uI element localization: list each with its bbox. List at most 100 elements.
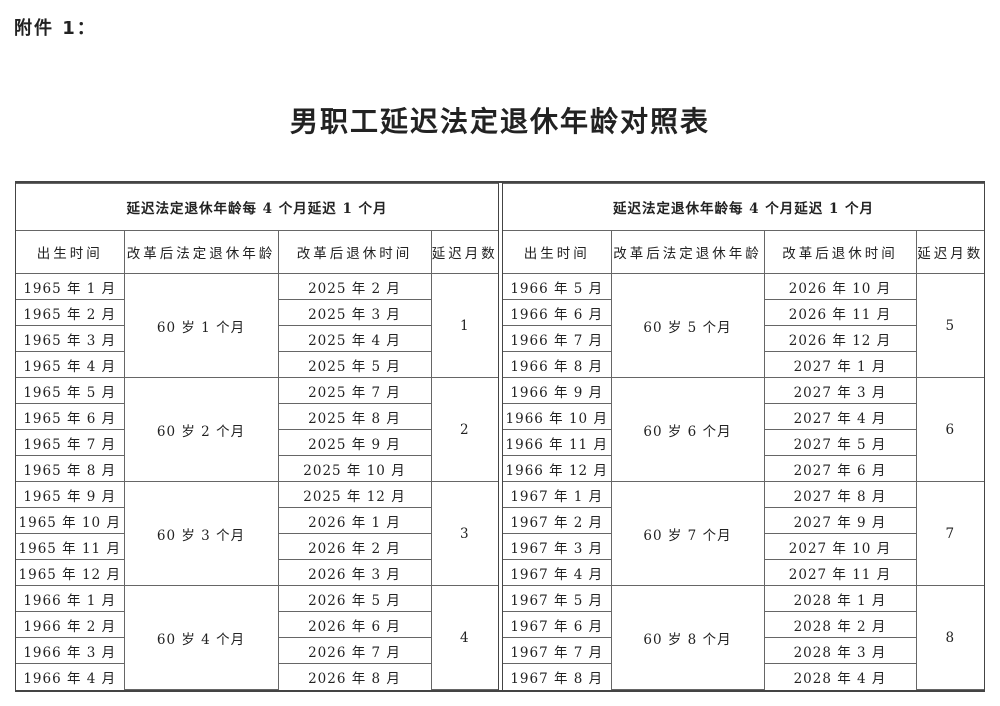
- birth-time: 1966 年 1 月: [16, 585, 125, 613]
- retirement-age: 60 岁 1 个月: [123, 273, 279, 379]
- birth-time: 1967 年 8 月: [503, 663, 612, 690]
- retirement-time: 2027 年 9 月: [763, 507, 916, 535]
- retirement-time: 2027 年 11 月: [763, 559, 916, 587]
- birth-time: 1965 年 12 月: [16, 559, 125, 587]
- birth-time: 1966 年 5 月: [503, 273, 612, 301]
- retirement-time: 2025 年 5 月: [277, 351, 431, 379]
- column-header: 延迟月数: [430, 230, 498, 275]
- column-header: 改革后退休时间: [763, 230, 917, 275]
- birth-time: 1966 年 9 月: [503, 377, 612, 405]
- table-row: 1967 年 2 月 2027 年 9 月: [503, 507, 984, 535]
- retirement-time: 2027 年 4 月: [763, 403, 916, 431]
- birth-time: 1965 年 3 月: [16, 325, 125, 353]
- table-row: 1965 年 10 月 2026 年 1 月: [16, 507, 498, 535]
- retirement-age: 60 岁 6 个月: [610, 377, 765, 483]
- delay-months: 6: [915, 377, 984, 483]
- table-row: 1965 年 7 月 2025 年 9 月: [16, 429, 498, 457]
- retirement-time: 2027 年 10 月: [763, 533, 916, 561]
- birth-time: 1966 年 7 月: [503, 325, 612, 353]
- table-row: 1965 年 8 月 2025 年 10 月: [16, 455, 498, 483]
- birth-time: 1967 年 4 月: [503, 559, 612, 587]
- table-row: 1967 年 6 月 2028 年 2 月: [503, 611, 984, 639]
- retirement-age: 60 岁 8 个月: [610, 585, 765, 690]
- retirement-time: 2026 年 6 月: [277, 611, 431, 639]
- retirement-time: 2027 年 1 月: [763, 351, 916, 379]
- delay-months: 7: [915, 481, 984, 587]
- table-row: 1966 年 11 月 2027 年 5 月: [503, 429, 984, 457]
- retirement-time: 2027 年 6 月: [763, 455, 916, 483]
- retirement-time: 2026 年 10 月: [763, 273, 917, 301]
- retirement-time: 2026 年 3 月: [277, 559, 431, 587]
- retirement-time: 2027 年 5 月: [763, 429, 916, 457]
- birth-time: 1966 年 6 月: [503, 299, 612, 327]
- table-row: 1966 年 2 月 2026 年 6 月: [16, 611, 498, 639]
- retirement-time: 2025 年 9 月: [277, 429, 431, 457]
- table-row: 1965 年 2 月 2025 年 3 月: [16, 299, 498, 327]
- retirement-time: 2025 年 4 月: [277, 325, 431, 353]
- retirement-time: 2025 年 2 月: [277, 273, 432, 301]
- header-row: 延迟法定退休年龄每 4 个月延迟 1 个月: [16, 182, 498, 232]
- birth-time: 1966 年 10 月: [503, 403, 612, 431]
- birth-time: 1965 年 2 月: [16, 299, 125, 327]
- table-row: 1966 年 7 月 2026 年 12 月: [503, 325, 984, 353]
- table-right: 延迟法定退休年龄每 4 个月延迟 1 个月 出生时间 改革后法定退休年龄 改革后退休时…: [502, 182, 984, 690]
- header-row: 延迟法定退休年龄每 4 个月延迟 1 个月: [503, 182, 984, 232]
- column-header-row: 出生时间 改革后法定退休年龄 改革后退休时间 延迟月数: [503, 230, 984, 275]
- retirement-time: 2025 年 7 月: [277, 377, 432, 405]
- birth-time: 1966 年 12 月: [503, 455, 612, 483]
- delay-months: 1: [430, 273, 498, 379]
- birth-time: 1966 年 3 月: [16, 637, 125, 665]
- retirement-age: 60 岁 3 个月: [123, 481, 279, 587]
- attachment-label: 附件 1：: [14, 18, 97, 39]
- page-title: 男职工延迟法定退休年龄对照表: [289, 105, 710, 138]
- retirement-age: 60 岁 7 个月: [610, 481, 765, 587]
- birth-time: 1965 年 11 月: [16, 533, 125, 561]
- birth-time: 1965 年 8 月: [16, 455, 125, 483]
- retirement-time: 2026 年 11 月: [763, 299, 916, 327]
- retirement-time: 2028 年 1 月: [763, 585, 917, 613]
- birth-time: 1966 年 2 月: [16, 611, 125, 639]
- column-header-row: 出生时间 改革后法定退休年龄 改革后退休时间 延迟月数: [16, 230, 498, 275]
- column-header: 延迟月数: [915, 230, 984, 275]
- retirement-time: 2025 年 12 月: [277, 481, 432, 509]
- retirement-age: 60 岁 4 个月: [123, 585, 279, 690]
- retirement-age: 60 岁 5 个月: [610, 273, 765, 379]
- table-row: 1966 年 3 月 2026 年 7 月: [16, 637, 498, 665]
- table-row: 1965 年 6 月 2025 年 8 月: [16, 403, 498, 431]
- birth-time: 1967 年 6 月: [503, 611, 612, 639]
- table-row: 1966 年 6 月 2026 年 11 月: [503, 299, 984, 327]
- retirement-time: 2028 年 2 月: [763, 611, 916, 639]
- delay-months: 2: [430, 377, 498, 483]
- table-header: 延迟法定退休年龄每 4 个月延迟 1 个月: [503, 182, 984, 232]
- table-row: 1965 年 11 月 2026 年 2 月: [16, 533, 498, 561]
- retirement-time: 2027 年 8 月: [763, 481, 917, 509]
- retirement-time: 2026 年 1 月: [277, 507, 431, 535]
- birth-time: 1965 年 5 月: [16, 377, 125, 405]
- retirement-time: 2026 年 7 月: [277, 637, 431, 665]
- retirement-table: 延迟法定退休年龄每 4 个月延迟 1 个月 出生时间 改革后法定退休年龄 改革后退休时…: [15, 181, 985, 692]
- table-row: 1966 年 4 月 2026 年 8 月: [16, 663, 498, 690]
- delay-months: 8: [915, 585, 984, 690]
- table-row: 1966 年 12 月 2027 年 6 月: [503, 455, 984, 483]
- table-row: 1967 年 3 月 2027 年 10 月: [503, 533, 984, 561]
- birth-time: 1965 年 4 月: [16, 351, 125, 379]
- table-header: 延迟法定退休年龄每 4 个月延迟 1 个月: [16, 182, 498, 232]
- retirement-age: 60 岁 2 个月: [123, 377, 279, 483]
- birth-time: 1967 年 5 月: [503, 585, 612, 613]
- retirement-time: 2026 年 12 月: [763, 325, 916, 353]
- column-header: 改革后法定退休年龄: [123, 230, 279, 275]
- birth-time: 1965 年 10 月: [16, 507, 125, 535]
- birth-time: 1966 年 11 月: [503, 429, 612, 457]
- retirement-time: 2025 年 3 月: [277, 299, 431, 327]
- retirement-time: 2025 年 8 月: [277, 403, 431, 431]
- column-header: 出生时间: [503, 230, 612, 275]
- birth-time: 1967 年 2 月: [503, 507, 612, 535]
- retirement-time: 2025 年 10 月: [277, 455, 431, 483]
- birth-time: 1966 年 4 月: [16, 663, 125, 690]
